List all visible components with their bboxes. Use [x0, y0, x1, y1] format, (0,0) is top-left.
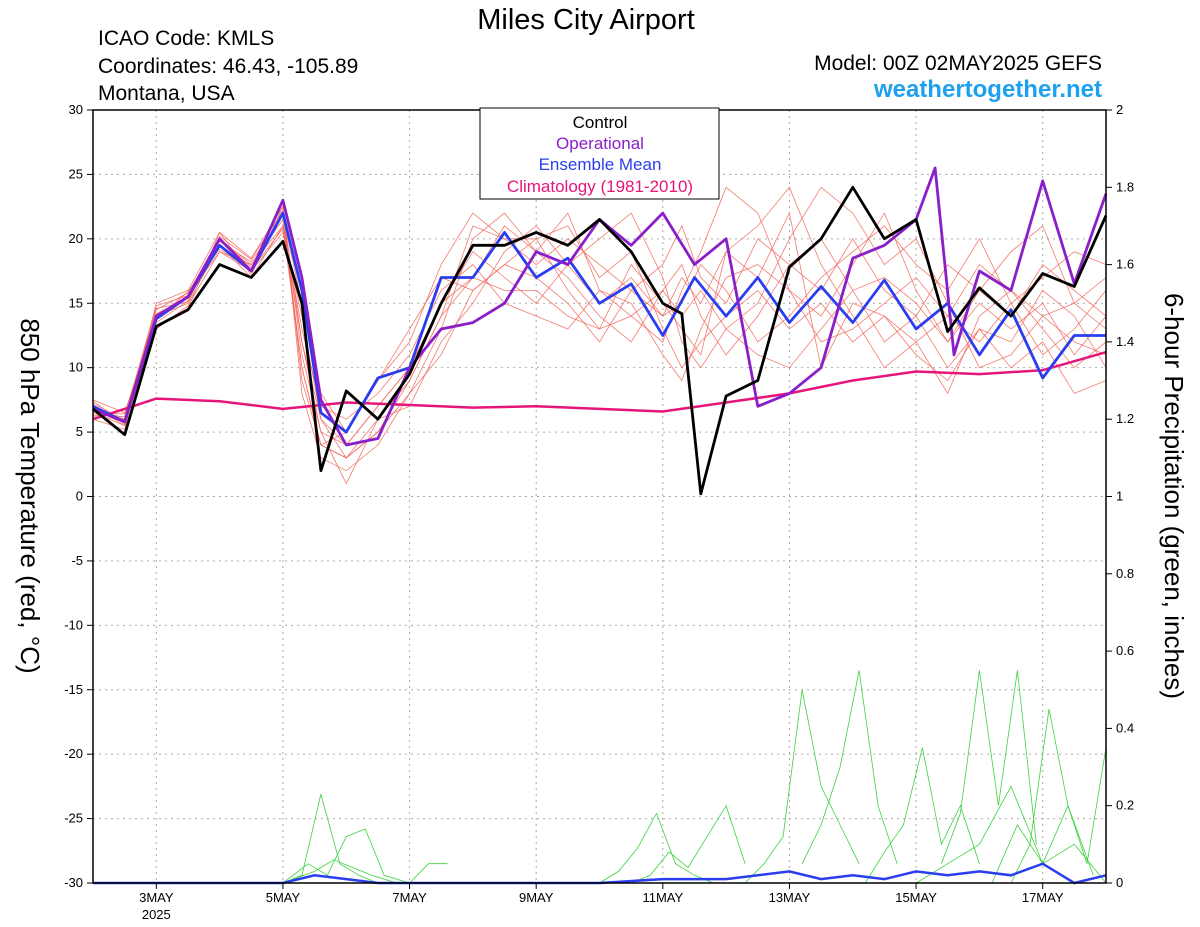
climatology-line [92, 350, 1107, 421]
site-link[interactable]: weathertogether.net [873, 76, 1102, 103]
left-tick-label: 15 [69, 295, 83, 310]
precip-member-line [282, 859, 398, 884]
x-tick-label: 17MAY [1022, 890, 1064, 905]
x-tick-label: 9MAY [519, 890, 554, 905]
left-tick-label: 10 [69, 360, 83, 375]
control-line [92, 185, 1108, 496]
precip-member-line [915, 785, 1107, 884]
x-tick-label: 13MAY [769, 890, 811, 905]
left-tick-label: -5 [71, 553, 83, 568]
precip-member-line [865, 747, 980, 884]
left-tick-label: 30 [69, 102, 83, 117]
precip-member-line [744, 689, 860, 884]
left-axis-ticks: 30 25 20 15 10 5 0 -5 -10 -15 -20 -25 -30 [64, 102, 93, 890]
right-tick-label: 0.6 [1116, 643, 1134, 658]
ensemble-member-line [92, 224, 1107, 420]
legend-item-operational: Operational [556, 134, 644, 153]
right-axis-title: 6-hour Precipitation (green, inches) [1159, 293, 1189, 699]
main-series [92, 166, 1108, 496]
x-tick-label: 7MAY [392, 890, 427, 905]
left-tick-label: -10 [64, 617, 83, 632]
right-tick-label: 0 [1116, 875, 1123, 890]
left-tick-label: -20 [64, 746, 83, 761]
ensemble-member-line [92, 186, 1107, 459]
grid-lines [93, 110, 1106, 883]
right-tick-label: 1.4 [1116, 334, 1134, 349]
precip-member-line [991, 804, 1094, 884]
precipitation-lines [93, 670, 1107, 885]
ensemble-member-line [92, 205, 1107, 459]
left-tick-label: 20 [69, 231, 83, 246]
precip-member-line [631, 804, 746, 884]
chart-title: Miles City Airport [477, 4, 695, 36]
precip-member-line [941, 670, 1037, 864]
right-tick-label: 1.2 [1116, 411, 1134, 426]
precip-member-line [282, 793, 448, 884]
ensemble-mean-line [92, 211, 1106, 434]
right-tick-label: 1 [1116, 489, 1123, 504]
model-run-label: Model: 00Z 02MAY2025 GEFS [814, 52, 1102, 75]
x-tick-label: 11MAY [642, 890, 683, 905]
precip-member-line [801, 670, 898, 864]
left-tick-label: -25 [64, 811, 83, 826]
right-tick-label: 0.2 [1116, 798, 1134, 813]
legend-box [479, 107, 720, 200]
region-label: Montana, USA [98, 82, 235, 105]
precip-member-line [282, 828, 410, 884]
legend: Control Operational Ensemble Mean Climat… [479, 107, 720, 200]
right-axis-ticks: 2 1.8 1.6 1.4 1.2 1 0.8 0.6 0.4 0.2 0 [1106, 102, 1134, 890]
x-tick-sublabel: 2025 [142, 907, 171, 922]
precip-member-line [1010, 709, 1107, 884]
left-tick-label: -30 [64, 875, 83, 890]
right-tick-label: 0.8 [1116, 566, 1134, 581]
right-tick-label: 0.4 [1116, 720, 1134, 735]
x-tick-label: 15MAY [895, 890, 937, 905]
legend-item-climatology: Climatology (1981-2010) [507, 177, 693, 196]
precip-member-line [599, 812, 714, 884]
left-tick-label: 5 [76, 424, 83, 439]
right-tick-label: 1.6 [1116, 257, 1134, 272]
right-tick-label: 2 [1116, 102, 1123, 117]
x-axis-ticks: 3MAY 2025 5MAY 7MAY 9MAY 11MAY 13MAY 15MAY 17MAY [139, 883, 1064, 922]
left-axis-title: 850 hPa Temperature (red, °C) [15, 318, 45, 673]
right-tick-label: 1.8 [1116, 179, 1134, 194]
x-tick-label: 3MAY [139, 890, 174, 905]
legend-item-control: Control [573, 113, 628, 132]
coordinates-label: Coordinates: 46.43, -105.89 [98, 55, 359, 78]
ensemble-members [92, 186, 1107, 485]
icao-code-label: ICAO Code: KMLS [98, 27, 275, 50]
precip-mean-line [93, 862, 1107, 885]
left-tick-label: 0 [76, 489, 83, 504]
ensemble-member-line [92, 205, 1107, 472]
left-tick-label: -15 [64, 682, 83, 697]
left-tick-label: 25 [69, 166, 83, 181]
legend-item-ensemble-mean: Ensemble Mean [539, 155, 662, 174]
x-tick-label: 5MAY [266, 890, 301, 905]
